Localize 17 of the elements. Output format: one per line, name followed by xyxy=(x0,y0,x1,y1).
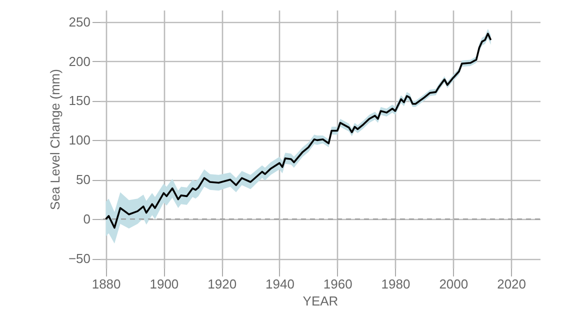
y-tick-label: 250 xyxy=(68,14,90,30)
x-tick-label: 2020 xyxy=(497,276,526,292)
y-tick-label: 150 xyxy=(68,93,90,108)
y-tick-label: −50 xyxy=(68,251,90,266)
y-tick-label: 0 xyxy=(83,212,90,227)
y-tick-label: 50 xyxy=(76,172,90,188)
x-tick-label: 1920 xyxy=(208,276,237,292)
y-tick-label: 200 xyxy=(68,54,90,69)
x-tick-label: 1940 xyxy=(266,276,294,292)
x-tick-label: 1980 xyxy=(381,276,410,292)
y-tick-label: 100 xyxy=(68,132,90,148)
x-tick-label: 1900 xyxy=(150,276,179,292)
y-axis-title: Sea Level Change (mm) xyxy=(47,69,62,210)
x-tick-label: 1880 xyxy=(92,276,121,292)
x-tick-label: 1960 xyxy=(323,276,352,292)
x-tick-label: 2000 xyxy=(439,276,468,292)
x-axis-title: YEAR xyxy=(302,294,338,308)
